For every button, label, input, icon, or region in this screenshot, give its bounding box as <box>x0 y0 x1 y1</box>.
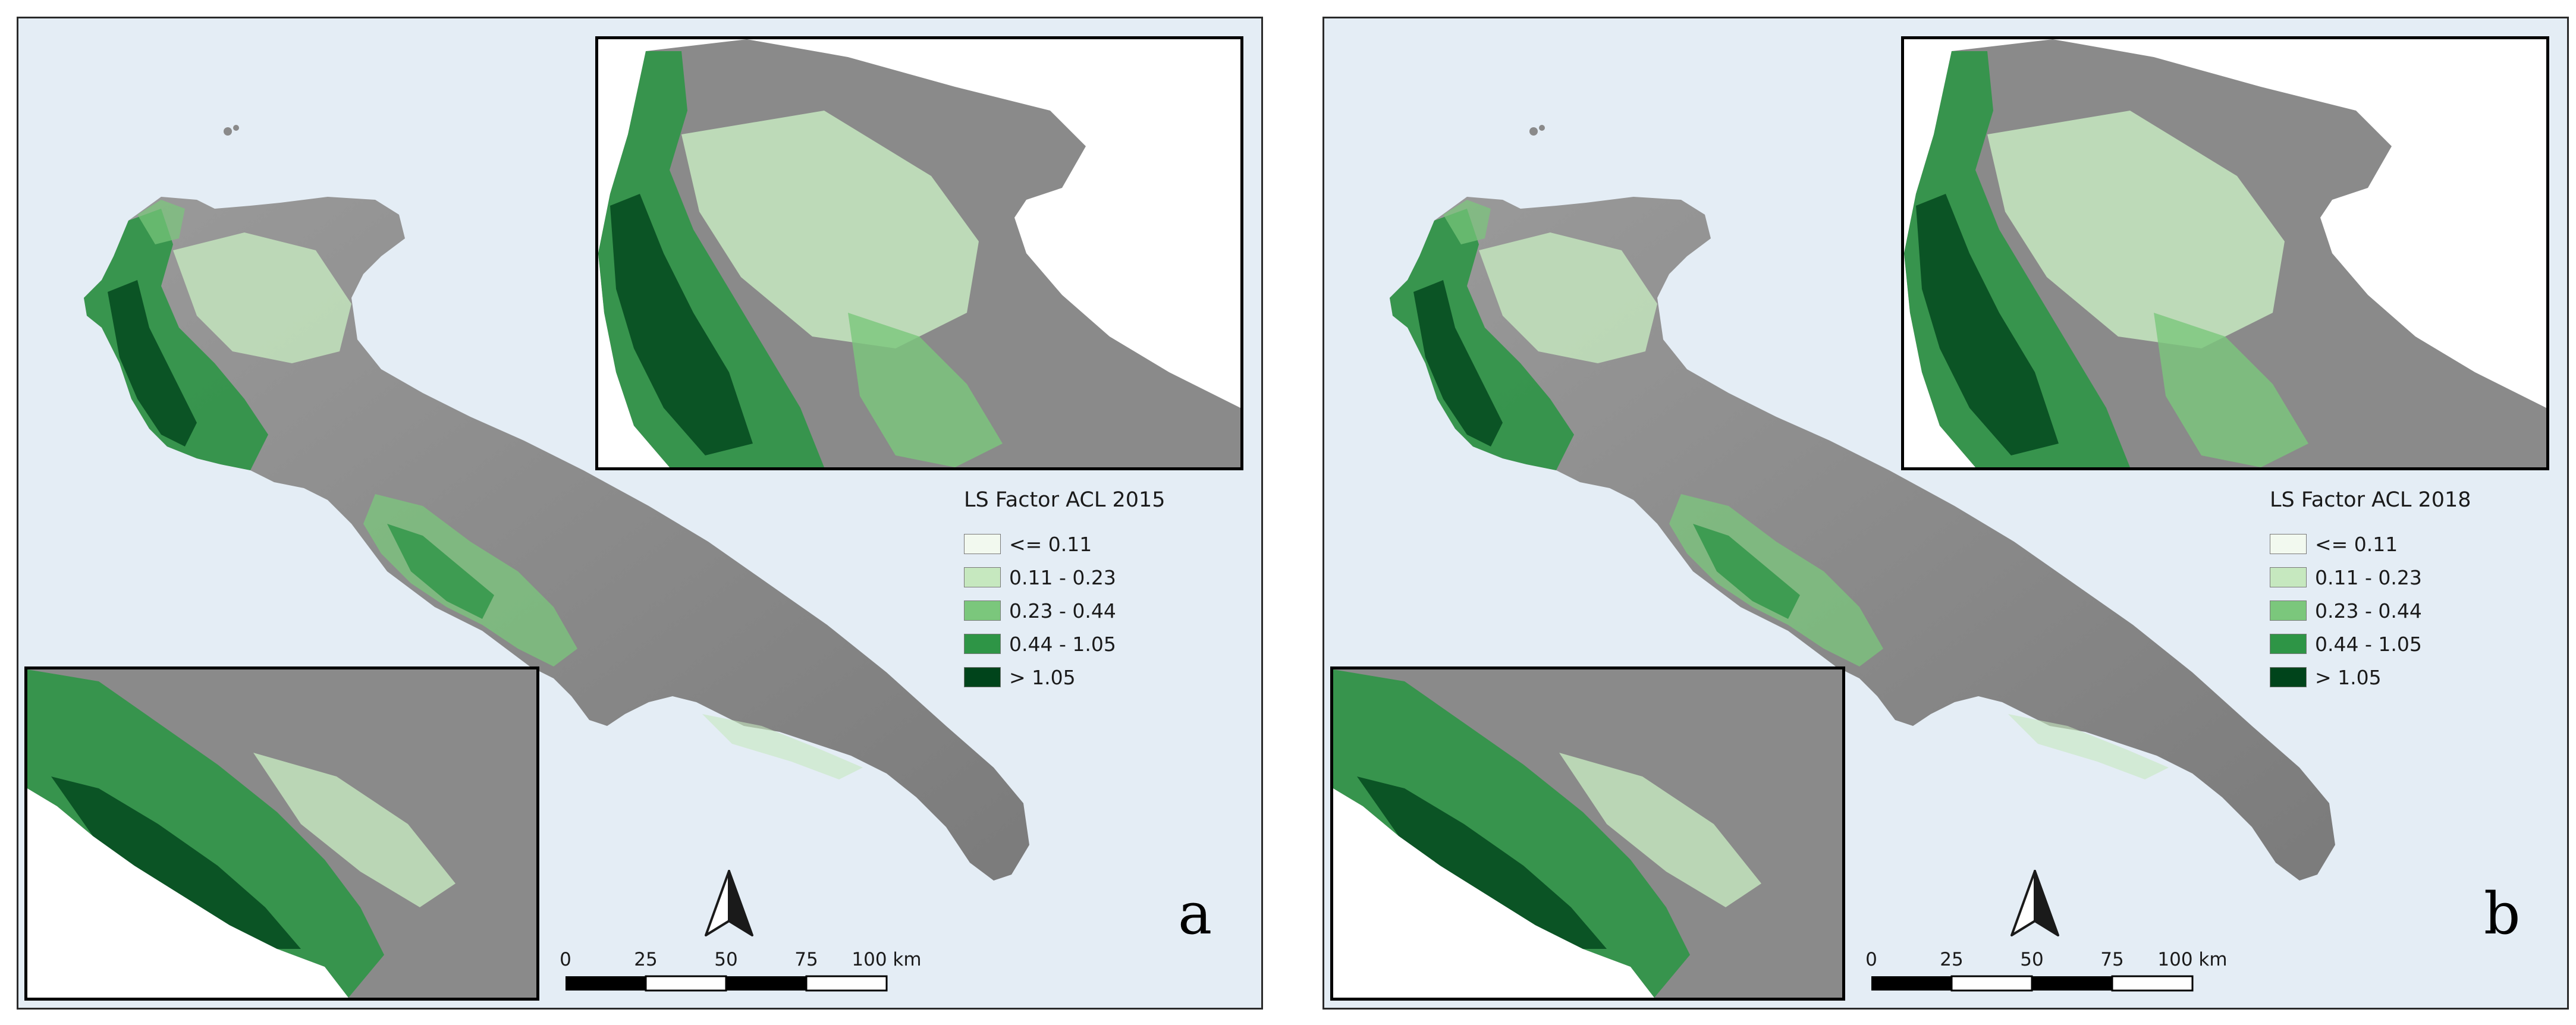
legend-label: 0.11 - 0.23 <box>1009 565 1116 589</box>
island <box>233 125 239 131</box>
north-arrow-icon <box>2010 870 2059 936</box>
legend-label: <= 0.11 <box>1009 532 1092 556</box>
ls-zone-subappennino-dark <box>108 280 197 447</box>
legend-label: 0.23 - 0.44 <box>1009 599 1116 622</box>
ls-zone-subappennino <box>1390 209 1574 470</box>
legend-title: LS Factor ACL 2015 <box>964 488 1166 512</box>
legend: LS Factor ACL 2018 <= 0.11 0.11 - 0.23 0… <box>2270 488 2543 694</box>
main-map <box>1390 125 2335 881</box>
inset-tavoliere <box>1987 111 2285 348</box>
island <box>1539 125 1545 131</box>
scale-tick-label: 75 <box>2100 949 2123 970</box>
legend-label: > 1.05 <box>2315 665 2382 689</box>
scale-tick-label: 0 <box>560 949 571 970</box>
legend-label: 0.11 - 0.23 <box>2315 565 2422 589</box>
scale-tick-label: 50 <box>2020 949 2043 970</box>
legend-item: > 1.05 <box>2270 661 2543 694</box>
scale-tick-label: 25 <box>634 949 657 970</box>
legend-swatch <box>964 567 1001 587</box>
inset-green-light <box>1559 753 1761 907</box>
legend-item: 0.44 - 1.05 <box>964 627 1237 661</box>
inset-green-mid <box>848 313 1003 467</box>
legend-item: 0.11 - 0.23 <box>2270 561 2543 594</box>
inset-green-mid <box>2154 313 2308 467</box>
inset-tavoliere <box>681 111 979 348</box>
legend-swatch <box>964 600 1001 621</box>
island <box>224 127 232 136</box>
main-map <box>84 125 1029 881</box>
scale-bar: 0 25 50 75 100 km <box>560 949 922 992</box>
ls-zone-salento <box>2008 714 2169 779</box>
legend-item: <= 0.11 <box>964 527 1237 561</box>
ls-zone-gargano-west <box>1443 200 1491 244</box>
inset-green-dark <box>51 776 301 949</box>
legend-swatch <box>964 534 1001 554</box>
legend-swatch <box>2270 667 2307 687</box>
legend-swatch <box>964 667 1001 687</box>
ls-zone-salento <box>702 714 863 779</box>
scale-tick-label: 25 <box>1940 949 1963 970</box>
legend-swatch <box>2270 534 2307 554</box>
legend-label: 0.44 - 1.05 <box>1009 632 1116 656</box>
scale-tick-label: 100 km <box>2157 949 2227 970</box>
legend-swatch <box>964 634 1001 654</box>
legend-swatch <box>2270 600 2307 621</box>
inset-map-north <box>1901 36 2549 470</box>
map-panel-b: LS Factor ACL 2018 <= 0.11 0.11 - 0.23 0… <box>1322 17 2569 1010</box>
scale-bar: 0 25 50 75 100 km <box>1865 949 2228 992</box>
scale-tick-label: 100 km <box>852 949 921 970</box>
land-mass <box>1390 197 2335 881</box>
legend: LS Factor ACL 2015 <= 0.11 0.11 - 0.23 0… <box>964 488 1237 694</box>
legend-item: 0.44 - 1.05 <box>2270 627 2543 661</box>
north-arrow-icon <box>705 870 753 936</box>
inset-green-belt <box>27 669 384 998</box>
inset-green-dark <box>1916 194 2059 455</box>
panel-label: b <box>2484 881 2521 947</box>
ls-zone-subappennino-dark <box>1413 280 1503 447</box>
ls-zone-murge-dark <box>387 524 494 619</box>
legend-item: <= 0.11 <box>2270 527 2543 561</box>
panel-label: a <box>1178 881 1212 947</box>
ls-zone-murge-dark <box>1693 524 1800 619</box>
legend-label: <= 0.11 <box>2315 532 2398 556</box>
scale-tick-label: 50 <box>714 949 737 970</box>
legend-item: 0.23 - 0.44 <box>964 594 1237 627</box>
legend-item: > 1.05 <box>964 661 1237 694</box>
legend-label: > 1.05 <box>1009 665 1076 689</box>
land-mass <box>84 197 1029 881</box>
scale-tick-label: 75 <box>794 949 818 970</box>
ls-zone-subappennino <box>84 209 268 470</box>
legend-item: 0.23 - 0.44 <box>2270 594 2543 627</box>
inset-green-light <box>253 753 455 907</box>
inset-map-south <box>1330 666 1845 1001</box>
ls-zone-tavoliere <box>173 232 351 363</box>
inset-map-south <box>24 666 539 1001</box>
inset-green-belt <box>1333 669 1690 998</box>
legend-label: 0.44 - 1.05 <box>2315 632 2422 656</box>
legend-swatch <box>2270 567 2307 587</box>
legend-label: 0.23 - 0.44 <box>2315 599 2422 622</box>
island <box>1529 127 1538 136</box>
scale-tick-label: 0 <box>1865 949 1877 970</box>
legend-item: 0.11 - 0.23 <box>964 561 1237 594</box>
inset-green-dark <box>610 194 753 455</box>
map-panel-a: LS Factor ACL 2015 <= 0.11 0.11 - 0.23 0… <box>17 17 1263 1010</box>
ls-zone-tavoliere <box>1479 232 1657 363</box>
inset-green-dark <box>1357 776 1607 949</box>
legend-swatch <box>2270 634 2307 654</box>
ls-zone-gargano-west <box>137 200 185 244</box>
inset-map-north <box>595 36 1243 470</box>
legend-title: LS Factor ACL 2018 <box>2270 488 2471 512</box>
